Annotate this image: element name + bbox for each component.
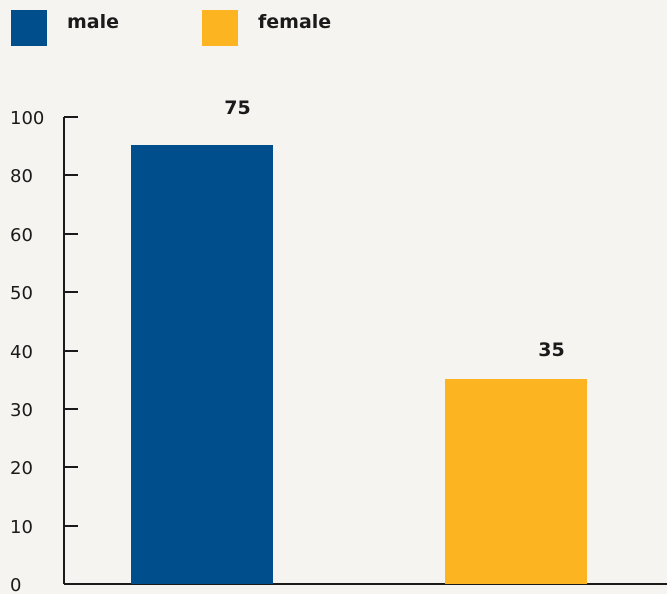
bar-male [131,145,273,584]
bar-female [445,379,587,584]
y-tick-label: 60 [10,225,33,246]
y-tick-label: 0 [10,575,21,594]
legend-swatch-female [202,10,238,46]
legend: male female [0,0,667,60]
y-tick-label: 20 [10,458,33,479]
y-tick-label: 80 [10,166,33,187]
y-tick-label: 10 [10,517,33,538]
y-tick-label: 30 [10,400,33,421]
legend-label-male: male [67,11,120,33]
y-tick-label: 40 [10,342,33,363]
legend-label-female: female [258,11,332,33]
data-label-female: 35 [538,339,564,361]
legend-swatch-male [11,10,47,46]
y-tick-label: 100 [10,108,44,129]
data-label-male: 75 [224,97,250,119]
y-tick-label: 50 [10,283,33,304]
